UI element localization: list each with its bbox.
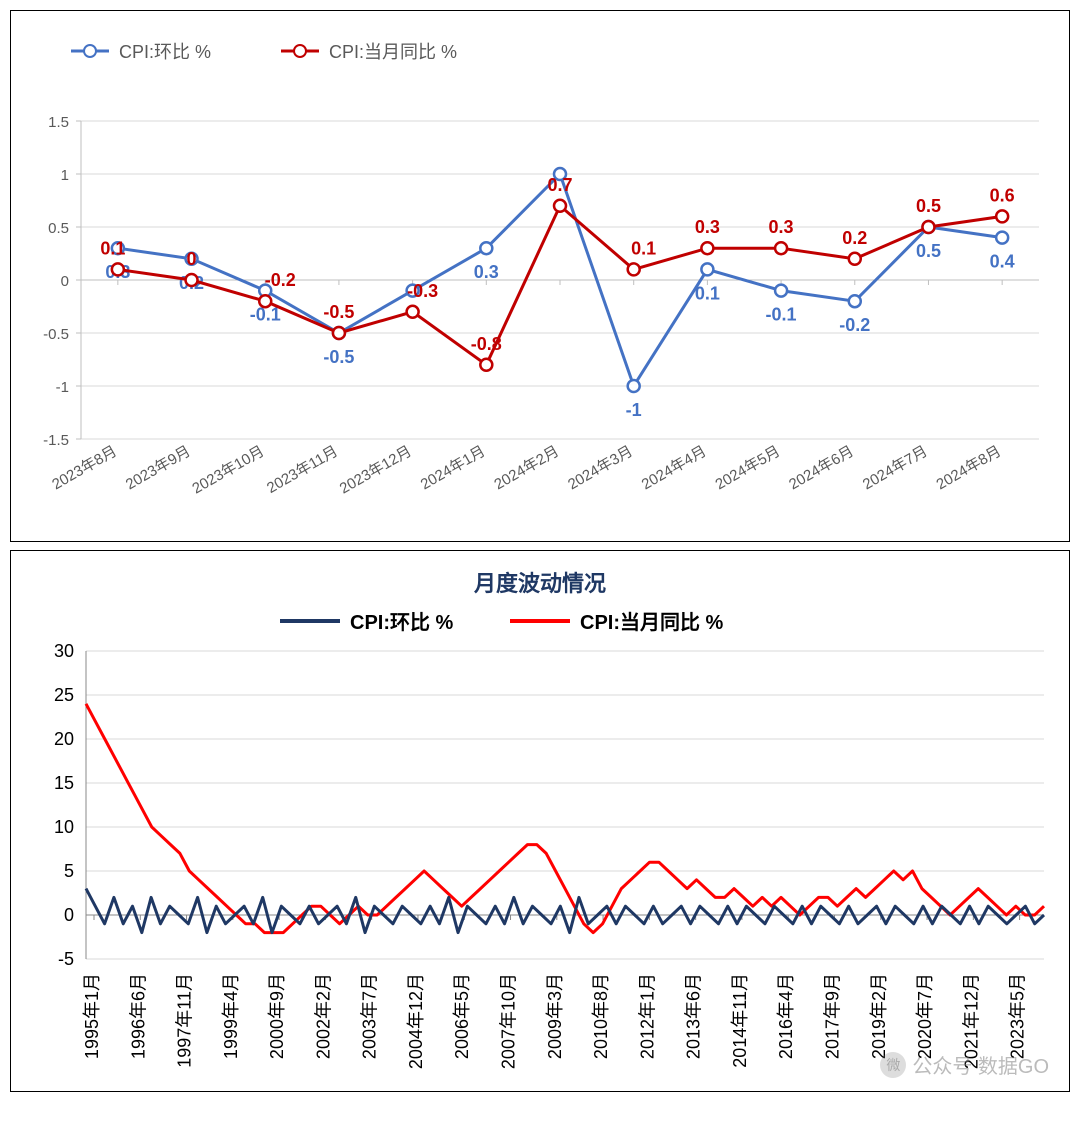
svg-text:0: 0: [64, 905, 74, 925]
svg-text:1996年6月: 1996年6月: [128, 973, 148, 1059]
svg-text:月度波动情况: 月度波动情况: [473, 571, 606, 596]
svg-text:2004年12月: 2004年12月: [406, 973, 426, 1069]
svg-text:2023年5月: 2023年5月: [1008, 973, 1028, 1059]
svg-text:0.1: 0.1: [100, 238, 125, 258]
svg-text:0.5: 0.5: [916, 241, 941, 261]
svg-text:0.4: 0.4: [990, 252, 1015, 272]
svg-text:0.1: 0.1: [695, 283, 720, 303]
svg-text:-1: -1: [626, 400, 642, 420]
wechat-icon: 微: [880, 1052, 906, 1078]
svg-text:-5: -5: [58, 949, 74, 969]
svg-text:0.1: 0.1: [631, 238, 656, 258]
chart1-container: -1.5 -1 -0.5 0 0.5 1 1.5 2023年8月2023年9月2023年10月…: [10, 10, 1070, 542]
svg-text:20: 20: [54, 729, 74, 749]
svg-text:2024年2月: 2024年2月: [491, 443, 562, 494]
svg-text:CPI:环比 %: CPI:环比 %: [119, 42, 211, 62]
svg-text:-0.8: -0.8: [471, 334, 502, 354]
svg-text:2024年1月: 2024年1月: [418, 443, 489, 494]
svg-text:0.6: 0.6: [990, 185, 1015, 205]
svg-text:2024年8月: 2024年8月: [934, 443, 1005, 494]
chart1-svg: -1.5 -1 -0.5 0 0.5 1 1.5 2023年8月2023年9月2023年10月…: [11, 11, 1069, 539]
svg-text:2009年3月: 2009年3月: [545, 973, 565, 1059]
svg-text:2023年9月: 2023年9月: [123, 443, 194, 494]
svg-text:1999年4月: 1999年4月: [221, 973, 241, 1059]
svg-text:25: 25: [54, 685, 74, 705]
svg-text:2014年11月: 2014年11月: [730, 973, 750, 1068]
svg-text:2013年6月: 2013年6月: [684, 973, 704, 1059]
svg-text:-1.5: -1.5: [43, 432, 69, 449]
svg-text:2006年5月: 2006年5月: [452, 973, 472, 1059]
svg-text:2023年12月: 2023年12月: [337, 443, 415, 498]
svg-text:0.7: 0.7: [547, 175, 572, 195]
svg-text:0.3: 0.3: [695, 217, 720, 237]
svg-text:0: 0: [187, 249, 197, 269]
svg-text:0.5: 0.5: [916, 196, 941, 216]
svg-text:-1: -1: [56, 379, 69, 396]
svg-text:-0.2: -0.2: [839, 315, 870, 335]
svg-text:0.5: 0.5: [48, 220, 69, 237]
svg-text:0.3: 0.3: [474, 262, 499, 282]
svg-text:2002年2月: 2002年2月: [313, 973, 333, 1059]
svg-text:30: 30: [54, 641, 74, 661]
svg-text:2000年9月: 2000年9月: [267, 973, 287, 1059]
svg-text:CPI:环比 %: CPI:环比 %: [350, 611, 454, 634]
svg-text:2024年6月: 2024年6月: [786, 443, 857, 494]
svg-text:1.5: 1.5: [48, 114, 69, 131]
svg-text:CPI:当月同比 %: CPI:当月同比 %: [580, 611, 724, 634]
svg-text:2017年9月: 2017年9月: [822, 973, 842, 1059]
svg-text:1995年1月: 1995年1月: [82, 973, 102, 1059]
chart2-svg: 月度波动情况 CPI:环比 % CPI:当月同比 % -5 0 5 10 15 20 25 30 19…: [11, 551, 1069, 1089]
svg-text:15: 15: [54, 773, 74, 793]
svg-text:2024年3月: 2024年3月: [565, 443, 636, 494]
svg-text:1: 1: [61, 167, 69, 184]
svg-text:CPI:当月同比 %: CPI:当月同比 %: [329, 42, 457, 62]
svg-text:2023年11月: 2023年11月: [264, 443, 341, 497]
svg-text:2023年10月: 2023年10月: [189, 443, 267, 498]
svg-text:2024年7月: 2024年7月: [860, 443, 931, 494]
svg-text:10: 10: [54, 817, 74, 837]
svg-text:2024年5月: 2024年5月: [712, 443, 783, 494]
svg-text:0.3: 0.3: [769, 217, 794, 237]
svg-text:-0.3: -0.3: [407, 281, 438, 301]
svg-text:2012年1月: 2012年1月: [637, 973, 657, 1059]
svg-text:2019年2月: 2019年2月: [869, 973, 889, 1059]
svg-text:2010年8月: 2010年8月: [591, 973, 611, 1059]
svg-text:0: 0: [61, 273, 69, 290]
svg-text:5: 5: [64, 861, 74, 881]
svg-text:2003年7月: 2003年7月: [360, 973, 380, 1059]
svg-text:-0.5: -0.5: [43, 326, 69, 343]
svg-text:2016年4月: 2016年4月: [776, 973, 796, 1059]
chart2-container: 月度波动情况 CPI:环比 % CPI:当月同比 % -5 0 5 10 15 20 25 30 19…: [10, 550, 1070, 1092]
svg-text:2007年10月: 2007年10月: [499, 973, 519, 1069]
watermark: 微 公众号 数据GO: [880, 1050, 1049, 1079]
watermark-text: 公众号 数据GO: [912, 1050, 1049, 1079]
svg-text:2023年8月: 2023年8月: [49, 443, 120, 494]
svg-text:1997年11月: 1997年11月: [175, 973, 195, 1068]
svg-text:0.2: 0.2: [842, 228, 867, 248]
svg-text:-0.5: -0.5: [323, 302, 354, 322]
svg-text:2024年4月: 2024年4月: [639, 443, 710, 494]
svg-text:-0.1: -0.1: [766, 305, 797, 325]
svg-text:-0.2: -0.2: [265, 270, 296, 290]
svg-text:-0.5: -0.5: [323, 347, 354, 367]
svg-text:2020年7月: 2020年7月: [915, 973, 935, 1059]
